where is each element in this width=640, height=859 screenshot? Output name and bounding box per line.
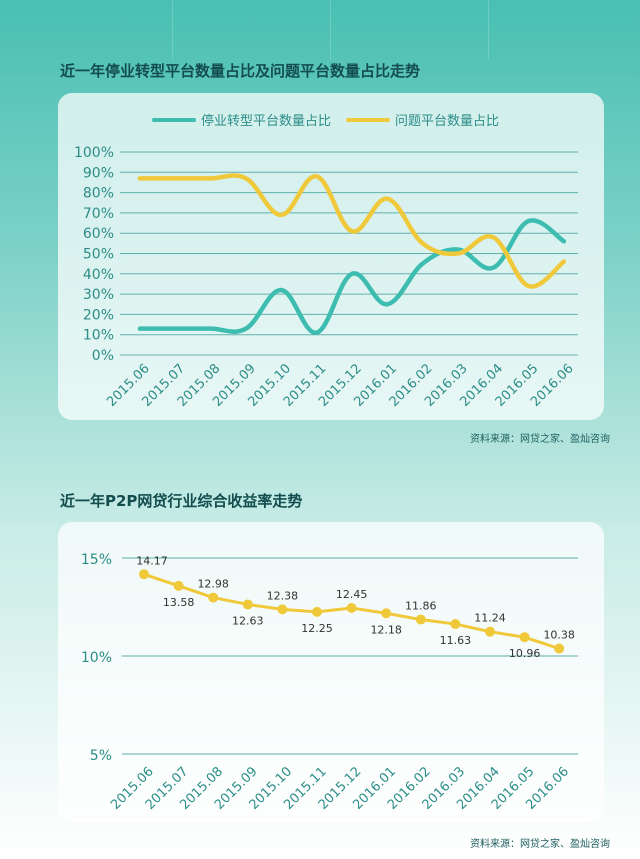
data-point bbox=[554, 643, 565, 654]
y-tick-label: 50% bbox=[83, 247, 114, 263]
data-label: 13.58 bbox=[163, 596, 195, 609]
y-tick-label: 80% bbox=[83, 186, 114, 202]
data-label: 12.45 bbox=[336, 588, 368, 601]
chart2-card: 5% 10% 15% 14.17 13.58 12.98 12.63 12.38 12.25 12… bbox=[58, 522, 604, 822]
data-point bbox=[519, 632, 530, 643]
y-tick-label: 70% bbox=[83, 206, 114, 222]
decor-stripe bbox=[330, 0, 331, 60]
data-point bbox=[242, 599, 253, 610]
y-tick-label: 40% bbox=[83, 267, 114, 283]
series-line bbox=[137, 218, 567, 335]
chart1-svg: 0% 10% 20% 30% 40% 50% 60% 70% 80% 90% 100% 停业转型平台数… bbox=[74, 113, 578, 410]
data-label: 12.63 bbox=[232, 614, 263, 627]
data-label: 11.86 bbox=[405, 600, 437, 613]
y-tick-label: 5% bbox=[90, 748, 112, 764]
y-tick-label: 10% bbox=[83, 328, 114, 344]
y-tick-label: 30% bbox=[83, 287, 114, 303]
y-tick-label: 90% bbox=[83, 165, 114, 181]
y-tick-label: 0% bbox=[92, 348, 114, 364]
chart2-source: 资料来源：网贷之家、盈灿咨询 bbox=[470, 839, 610, 850]
data-label: 12.98 bbox=[197, 578, 229, 591]
decor-stripe bbox=[172, 0, 173, 60]
legend-label: 问题平台数量占比 bbox=[395, 114, 499, 129]
y-tick-label: 15% bbox=[81, 552, 112, 568]
data-point bbox=[312, 606, 322, 617]
data-label: 12.25 bbox=[301, 622, 333, 635]
data-label: 10.96 bbox=[509, 647, 540, 660]
decor-stripe bbox=[488, 0, 489, 60]
data-point bbox=[208, 592, 219, 603]
data-point bbox=[381, 608, 392, 619]
data-label: 12.38 bbox=[267, 589, 299, 602]
chart1-title: 近一年停业转型平台数量占比及问题平台数量占比走势 bbox=[60, 62, 421, 80]
data-point bbox=[415, 614, 426, 625]
y-tick-label: 100% bbox=[74, 145, 114, 161]
chart1-source: 资料来源：网贷之家、盈灿咨询 bbox=[470, 434, 610, 445]
data-label: 14.17 bbox=[136, 554, 168, 567]
data-point bbox=[173, 580, 184, 591]
data-point bbox=[277, 604, 288, 615]
y-tick-label: 10% bbox=[81, 650, 112, 666]
y-tick-label: 60% bbox=[83, 226, 114, 242]
data-point bbox=[346, 602, 357, 613]
data-point bbox=[139, 569, 149, 580]
data-label: 10.38 bbox=[543, 629, 575, 642]
y-tick-label: 20% bbox=[83, 307, 114, 323]
data-label: 11.63 bbox=[440, 634, 472, 647]
data-point bbox=[450, 619, 461, 630]
data-point bbox=[485, 626, 495, 637]
data-label: 11.24 bbox=[474, 612, 506, 625]
data-label: 12.18 bbox=[370, 623, 402, 636]
chart2-title: 近一年P2P网贷行业综合收益率走势 bbox=[60, 492, 303, 510]
legend-label: 停业转型平台数量占比 bbox=[201, 113, 331, 129]
chart1-card: 0% 10% 20% 30% 40% 50% 60% 70% 80% 90% 100% 停业转型平台数… bbox=[58, 93, 604, 420]
